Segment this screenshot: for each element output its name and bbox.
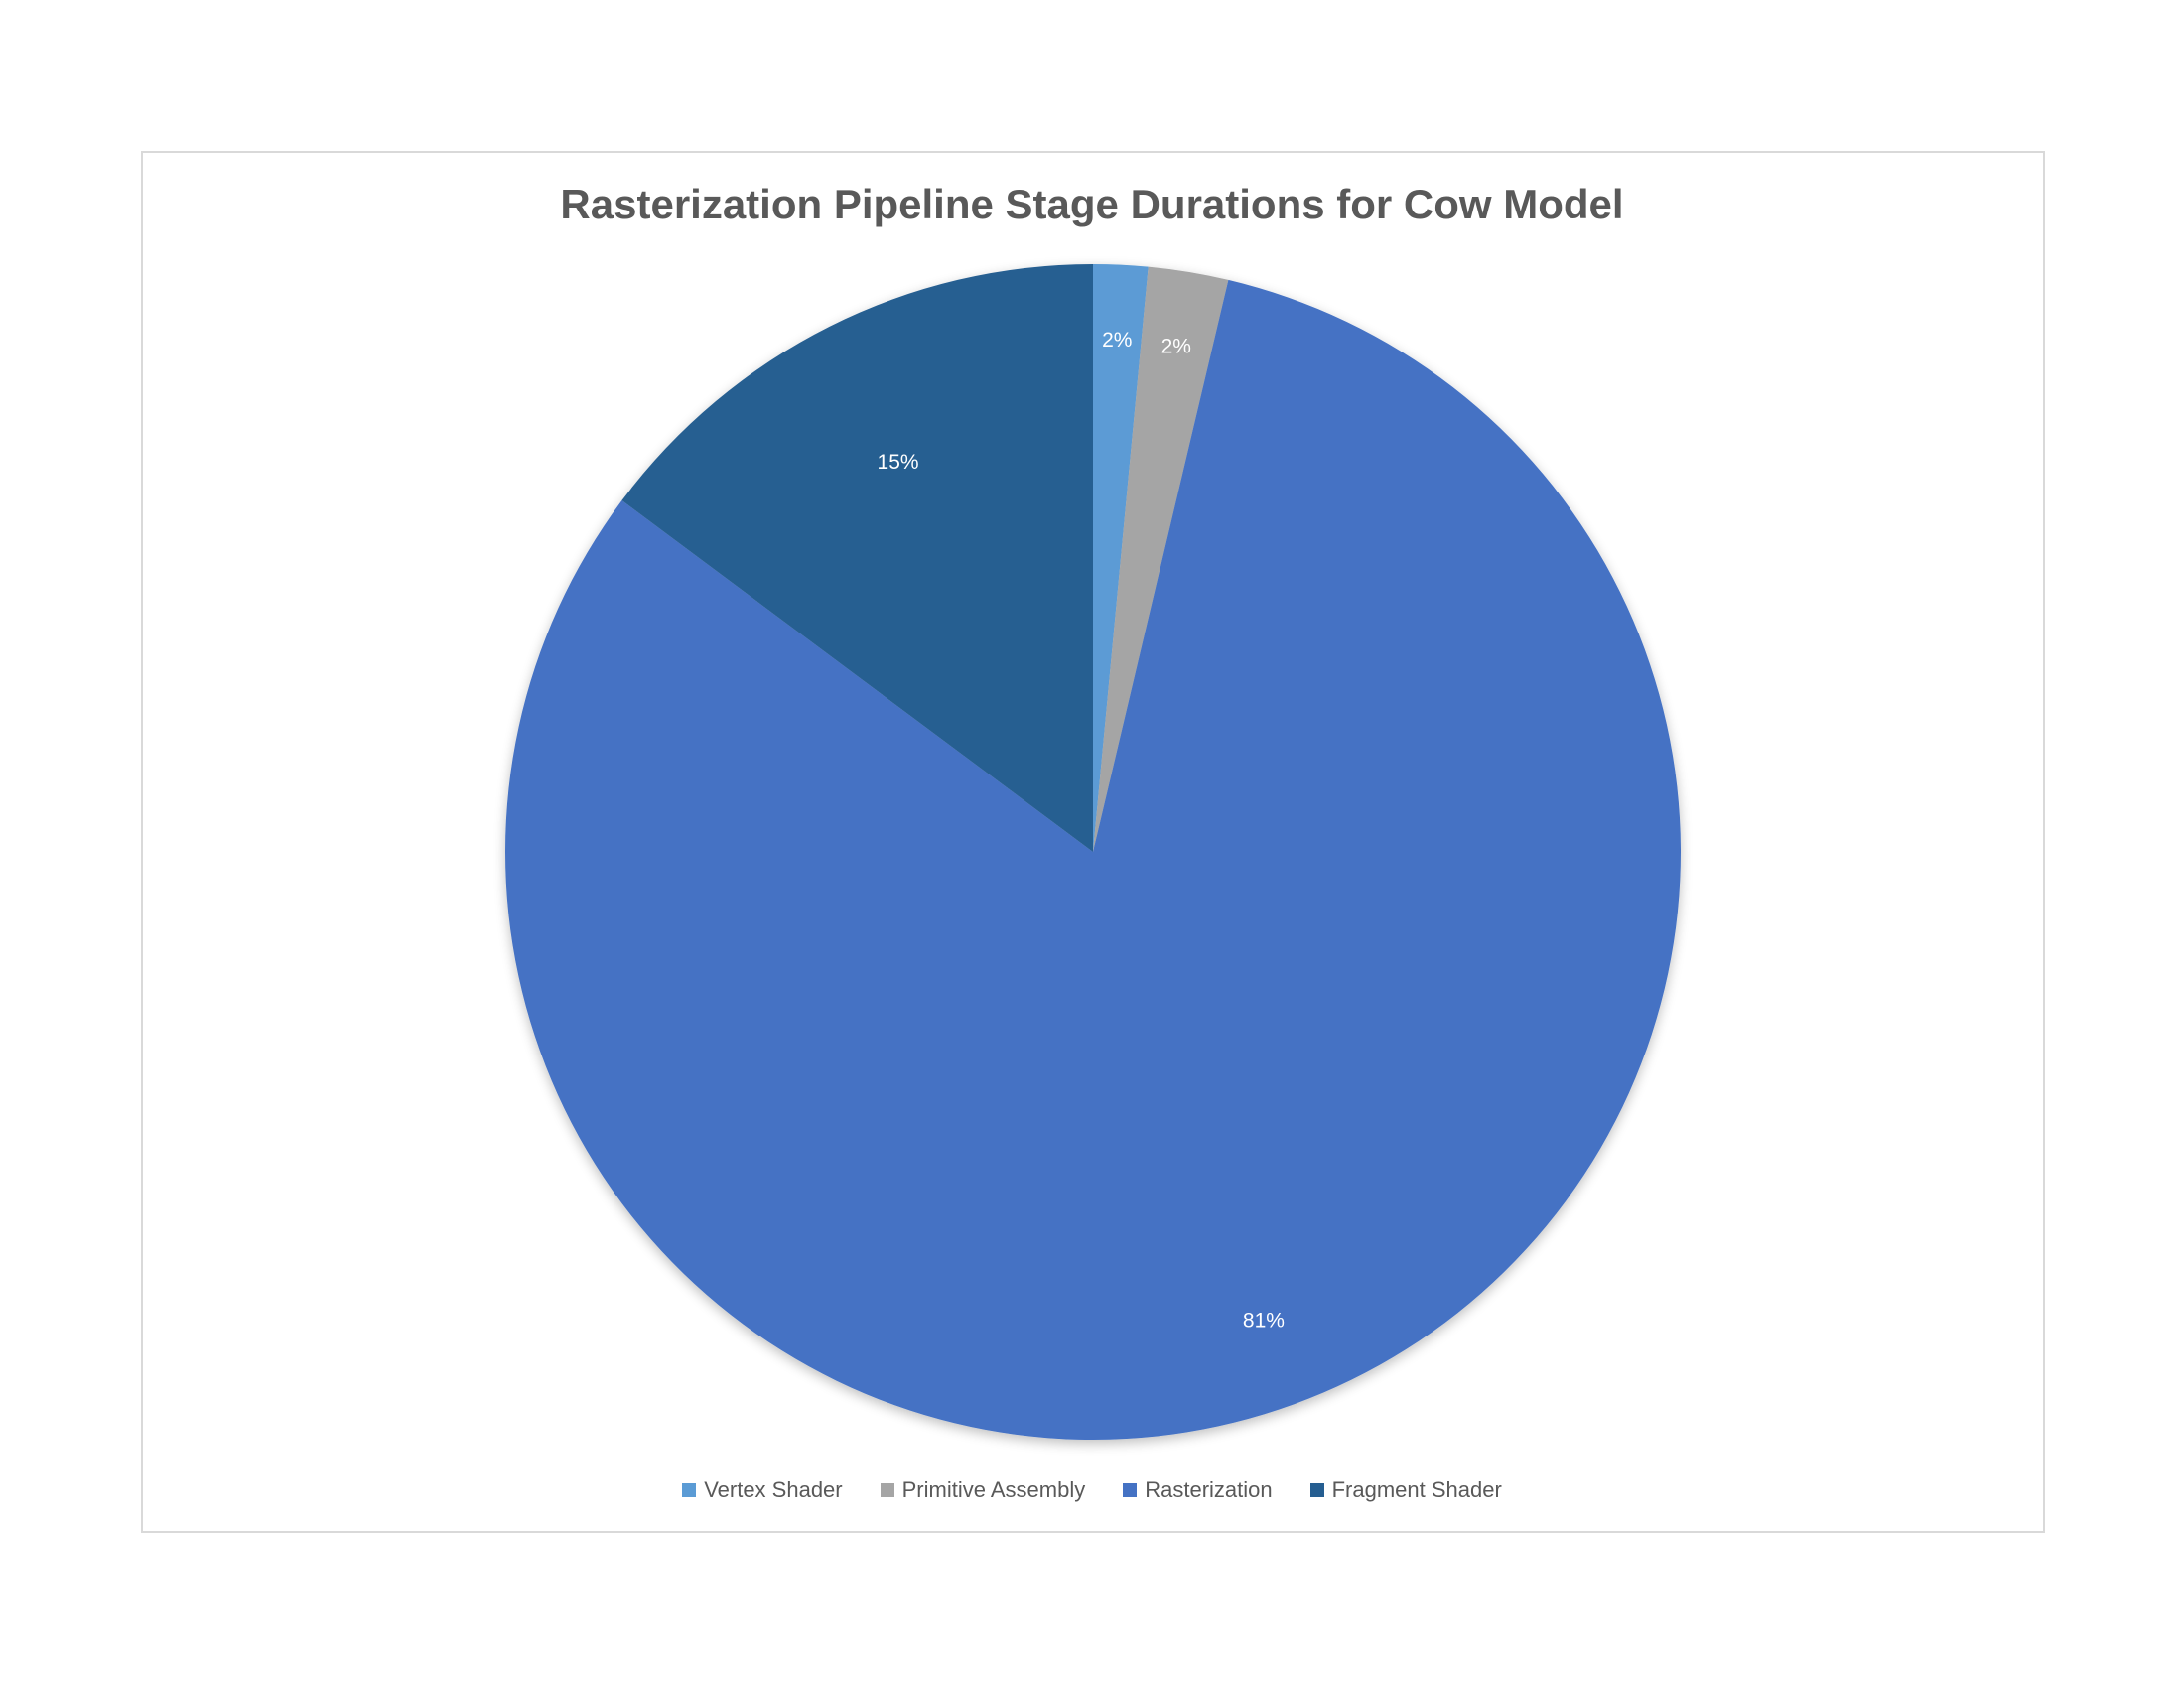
chart-title: Rasterization Pipeline Stage Durations f… — [560, 181, 1624, 227]
legend: Vertex Shader Primitive Assembly Rasteriza… — [0, 1477, 2184, 1503]
legend-item-rasterization: Rasterization — [1123, 1477, 1273, 1503]
legend-swatch — [1123, 1483, 1138, 1497]
data-label-fragment-shader: 15% — [878, 451, 919, 474]
legend-label: Primitive Assembly — [901, 1477, 1086, 1502]
legend-swatch — [1309, 1483, 1324, 1497]
legend-item-primitive-assembly: Primitive Assembly — [880, 1477, 1086, 1503]
data-label-primitive-assembly: 2% — [1161, 335, 1191, 357]
legend-label: Rasterization — [1145, 1477, 1273, 1502]
legend-label: Fragment Shader — [1331, 1477, 1502, 1502]
legend-swatch — [880, 1483, 894, 1497]
data-label-rasterization: 81% — [1243, 1309, 1285, 1332]
legend-item-fragment-shader: Fragment Shader — [1309, 1477, 1502, 1503]
pie-slice-vertex-shader — [1093, 264, 1149, 852]
data-label-vertex-shader: 2% — [1102, 329, 1132, 352]
legend-label: Vertex Shader — [704, 1477, 843, 1502]
legend-swatch — [682, 1483, 697, 1497]
pie-slice-primitive-assembly — [1093, 266, 1229, 852]
pie-slice-rasterization — [504, 279, 1681, 1441]
pie-slice-fragment-shader — [621, 264, 1093, 852]
legend-item-vertex-shader: Vertex Shader — [682, 1477, 843, 1503]
